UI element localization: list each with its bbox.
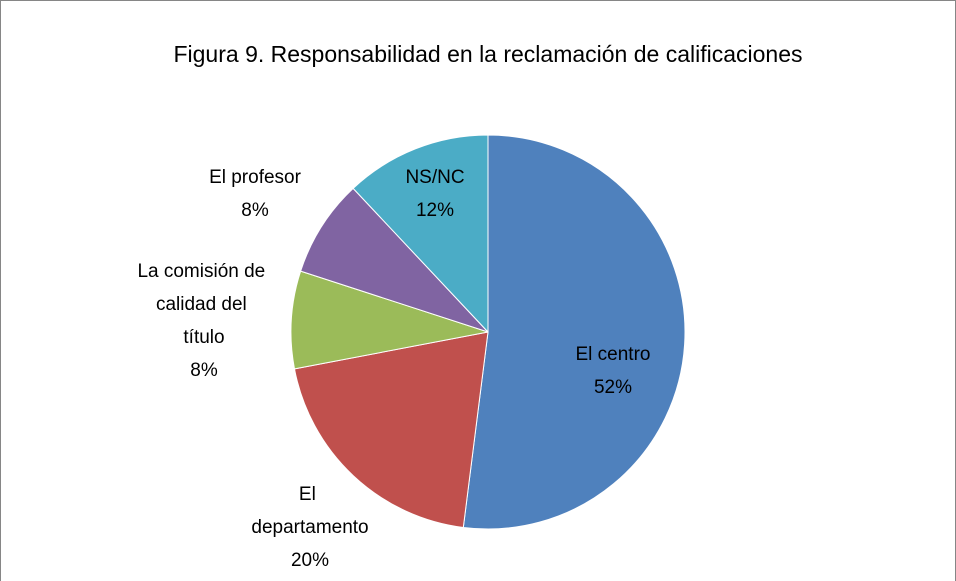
- pie-slice: [462, 134, 686, 530]
- data-labels: El centro 52% El departamento 20% La comisió…: [137, 167, 650, 571]
- value-label: 8%: [190, 360, 218, 381]
- pie: [290, 134, 686, 530]
- value-label: 20%: [291, 550, 329, 571]
- label-line: El profesor: [209, 167, 302, 188]
- value-label: 8%: [241, 200, 269, 221]
- pie-slice: [290, 270, 489, 370]
- label-line: El centro: [576, 344, 651, 365]
- category-label: El centro: [576, 344, 651, 365]
- pie-slice: [352, 134, 489, 334]
- category-label: NS/NC: [405, 167, 464, 188]
- category-label: La comisión de calidad del título: [137, 261, 270, 348]
- pie-slice: [300, 187, 489, 333]
- label-line: título: [183, 327, 224, 348]
- label-line: calidad del: [156, 294, 252, 315]
- label-line: departamento: [251, 517, 368, 538]
- value-label: 12%: [416, 200, 454, 221]
- category-label: El profesor: [209, 167, 302, 188]
- label-line: NS/NC: [405, 167, 464, 188]
- value-label: 52%: [594, 377, 632, 398]
- label-line: La comisión de: [137, 261, 270, 282]
- category-label: El departamento: [251, 484, 368, 538]
- label-line: El: [299, 484, 321, 505]
- chart-title: Figura 9. Responsabilidad en la reclamac…: [173, 41, 802, 67]
- pie-slice: [293, 331, 489, 529]
